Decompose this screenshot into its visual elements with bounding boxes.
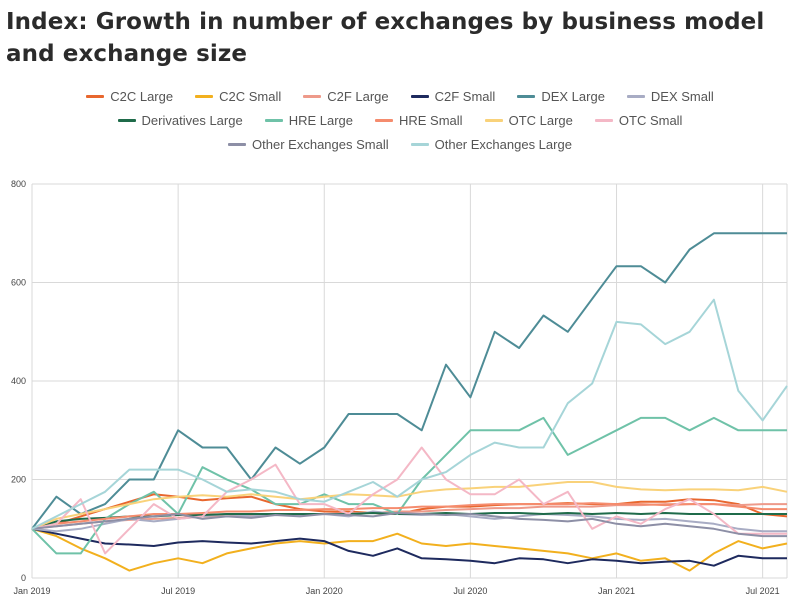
legend-swatch <box>484 118 503 122</box>
legend-label: Other Exchanges Small <box>252 136 389 152</box>
legend-label: OTC Small <box>618 112 683 128</box>
legend-item[interactable]: Derivatives Large <box>117 112 243 128</box>
legend-swatch <box>228 142 247 146</box>
chart-title: Index: Growth in number of exchanges by … <box>6 9 765 67</box>
legend-label: C2C Large <box>110 88 174 104</box>
legend-label: HRE Small <box>399 112 463 128</box>
x-tick-label: Jul 2019 <box>161 586 195 596</box>
series-line <box>31 298 788 530</box>
legend-swatch <box>517 94 536 98</box>
series-line <box>31 416 787 555</box>
legend-item[interactable]: C2C Small <box>195 89 281 104</box>
series-line <box>31 502 787 530</box>
legend-item[interactable]: OTC Large <box>484 112 573 128</box>
y-tick-label: 600 <box>11 278 26 288</box>
legend-item[interactable]: Other Exchanges Large <box>410 136 572 152</box>
legend-row: Other Exchanges Small Other Exchanges Lar… <box>20 132 780 156</box>
legend-label: OTC Large <box>508 112 573 128</box>
legend-label: C2F Large <box>327 88 389 104</box>
x-tick-label: Jul 2021 <box>746 586 780 596</box>
legend-item[interactable]: DEX Small <box>626 88 714 104</box>
legend-label: DEX Small <box>650 88 714 104</box>
x-tick-label: Jul 2020 <box>453 586 487 596</box>
legend-label: C2F Small <box>434 88 496 104</box>
legend-swatch <box>594 118 613 122</box>
series-line <box>31 527 788 572</box>
legend-item[interactable]: DEX Large <box>517 89 605 104</box>
legend-item[interactable]: C2F Large <box>303 88 389 104</box>
legend-row: C2C Large C2C Small C2F Large C2F Small DEX … <box>20 84 780 108</box>
legend-label: Other Exchanges Large <box>434 136 572 152</box>
legend-swatch <box>410 94 429 98</box>
legend-item[interactable]: HRE Small <box>375 113 463 128</box>
series-line <box>31 232 787 530</box>
chart-legend: C2C Large C2C Small C2F Large C2F Small DEX … <box>20 84 780 156</box>
legend-swatch <box>303 94 322 98</box>
y-tick-label: 200 <box>11 475 26 485</box>
series-line <box>31 481 788 530</box>
legend-item[interactable]: OTC Small <box>594 112 683 128</box>
legend-item[interactable]: C2F Small <box>410 88 496 104</box>
x-tick-label: Jan 2019 <box>13 586 50 596</box>
legend-label: DEX Large <box>541 88 605 104</box>
legend-row: Derivatives Large HRE Large HRE Small OTC L… <box>20 108 780 132</box>
y-tick-label: 400 <box>11 376 26 386</box>
x-tick-label: Jan 2020 <box>306 586 343 596</box>
x-tick-label: Jan 2021 <box>598 586 635 596</box>
legend-swatch <box>410 142 429 146</box>
legend-swatch <box>195 94 214 98</box>
series-line <box>31 527 787 567</box>
legend-swatch <box>117 118 136 122</box>
legend-item[interactable]: HRE Large <box>264 112 353 128</box>
legend-item[interactable]: Other Exchanges Small <box>228 137 389 152</box>
legend-swatch <box>626 94 645 98</box>
legend-label: C2C Small <box>219 88 282 104</box>
legend-label: HRE Large <box>288 112 353 128</box>
y-tick-label: 0 <box>21 573 26 583</box>
y-tick-label: 800 <box>11 179 26 189</box>
series-line <box>31 446 787 555</box>
series-line <box>31 512 787 538</box>
legend-swatch <box>375 118 393 122</box>
legend-swatch <box>86 94 105 98</box>
legend-label: Derivatives Large <box>141 112 243 128</box>
line-chart: 0 200 400 600 800 Jan 2019 Jul 2019 Jan 2020 Jul… <box>11 179 788 596</box>
legend-item[interactable]: C2C Large <box>86 89 173 104</box>
legend-swatch <box>264 118 283 122</box>
